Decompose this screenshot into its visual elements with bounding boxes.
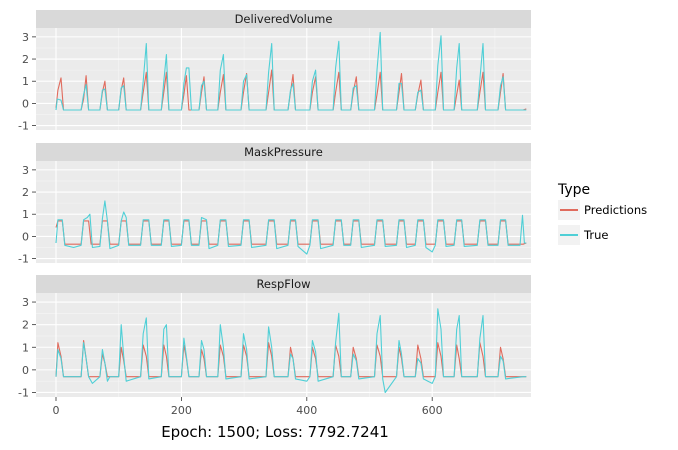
facet-strip-label: MaskPressure	[244, 145, 323, 159]
facet-strip-label: RespFlow	[256, 277, 310, 291]
legend-entry-predictions: Predictions	[558, 200, 647, 220]
x-tick-label: 400	[296, 404, 317, 417]
facet-panel-respflow: RespFlow -1 0 1 2 3	[18, 275, 531, 399]
y-tick-label: 2	[22, 186, 29, 199]
legend-label: True	[583, 228, 608, 242]
legend-label: Predictions	[584, 203, 647, 217]
facet-panel-maskpressure: MaskPressure -1 0 1 2 3	[18, 143, 531, 266]
legend: Type Predictions True	[557, 182, 647, 245]
y-tick-label: 2	[22, 319, 29, 332]
series-line-true	[55, 200, 527, 255]
y-tick-label: 0	[22, 230, 29, 243]
y-tick-label: -1	[18, 386, 29, 399]
legend-title: Type	[557, 182, 590, 198]
chart-caption: Epoch: 1500; Loss: 7792.7241	[161, 423, 389, 441]
facet-panels: DeliveredVolume-10123MaskPressure-10123R…	[18, 10, 531, 399]
facet-strip	[36, 143, 531, 161]
y-tick-label: 3	[22, 31, 29, 44]
facet-strip	[36, 275, 531, 293]
facet-strip	[36, 10, 531, 28]
x-tick-label: 600	[422, 404, 443, 417]
series-line-true	[55, 308, 527, 394]
y-tick-label: 1	[22, 75, 29, 88]
x-tick-label: 200	[171, 404, 192, 417]
series-line-true	[55, 31, 527, 111]
y-tick-label: 3	[22, 296, 29, 309]
y-tick-label: -1	[18, 120, 29, 133]
y-tick-label: 1	[22, 341, 29, 354]
y-tick-label: -1	[18, 253, 29, 266]
y-tick-label: 0	[22, 364, 29, 377]
facet-strip-label: DeliveredVolume	[235, 12, 333, 26]
x-axis: 0 200 400 600	[53, 397, 443, 417]
y-tick-label: 0	[22, 97, 29, 110]
y-tick-label: 1	[22, 208, 29, 221]
x-tick-label: 0	[53, 404, 60, 417]
y-tick-label: 2	[22, 53, 29, 66]
facet-panel-deliveredvolume: DeliveredVolume -1 0 1 2 3	[18, 10, 531, 133]
legend-entry-true: True	[558, 225, 608, 245]
y-tick-label: 3	[22, 164, 29, 177]
